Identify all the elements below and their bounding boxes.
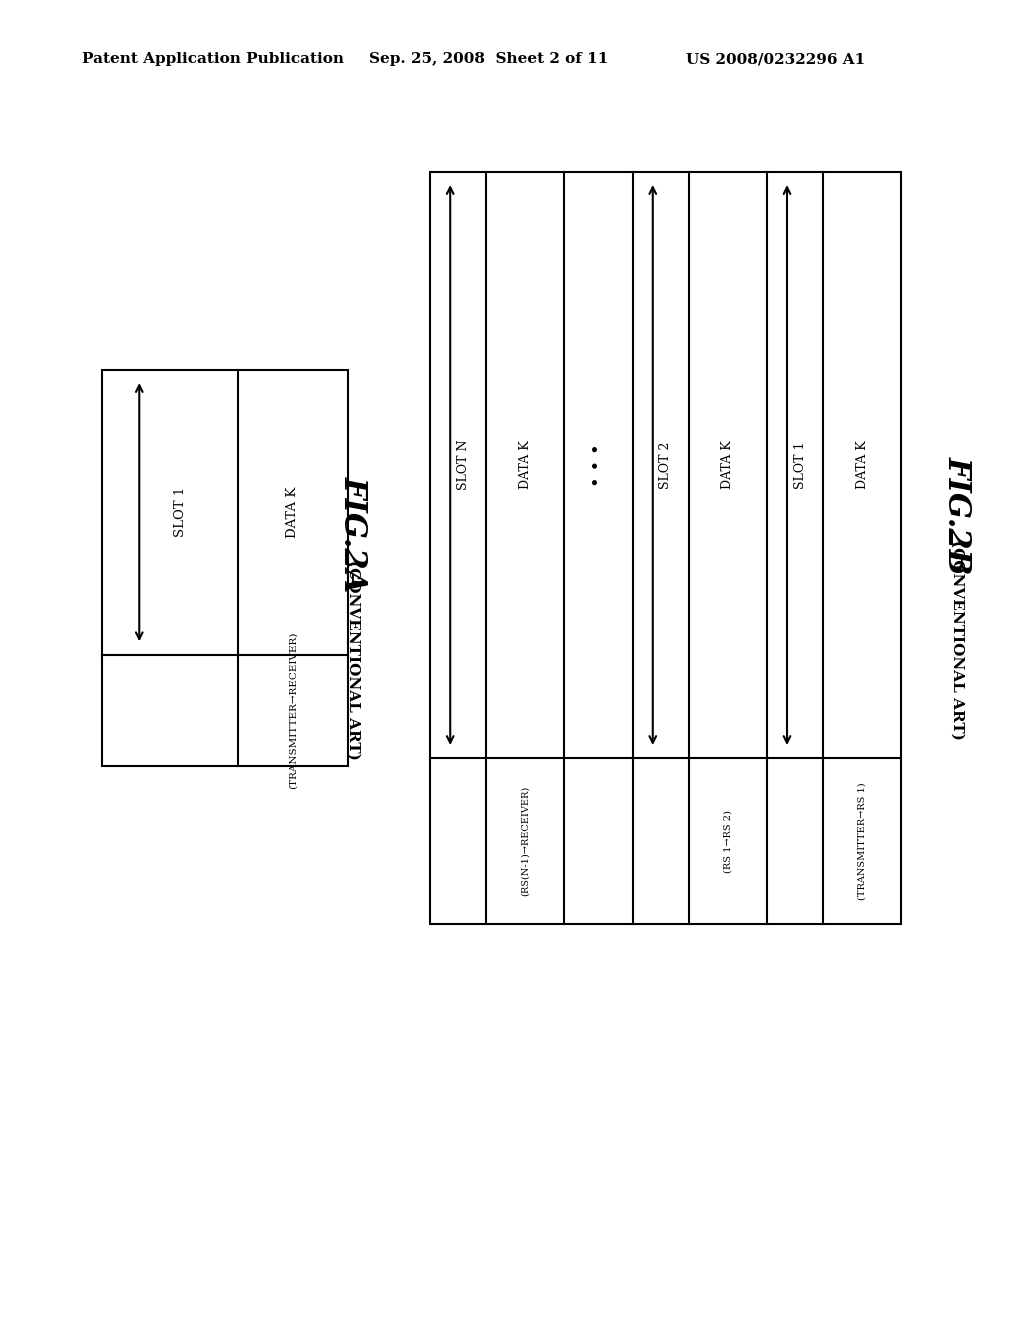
Text: Sep. 25, 2008  Sheet 2 of 11: Sep. 25, 2008 Sheet 2 of 11: [369, 53, 608, 66]
Text: • • •: • • •: [590, 444, 607, 487]
Text: US 2008/0232296 A1: US 2008/0232296 A1: [686, 53, 865, 66]
Text: (TRANSMITTER→RECEIVER): (TRANSMITTER→RECEIVER): [289, 631, 297, 789]
Text: DATA K: DATA K: [519, 441, 531, 490]
Text: FIG.2A: FIG.2A: [338, 477, 369, 593]
Text: DATA K: DATA K: [287, 487, 299, 537]
Text: SLOT N: SLOT N: [457, 440, 470, 490]
Text: FIG.2B: FIG.2B: [942, 455, 973, 574]
Text: DATA K: DATA K: [856, 441, 868, 490]
Text: SLOT 1: SLOT 1: [174, 487, 186, 537]
Bar: [430, 172, 901, 924]
Bar: [102, 370, 348, 766]
Text: (RS(N-1)→RECEIVER): (RS(N-1)→RECEIVER): [521, 787, 529, 896]
Text: SLOT 1: SLOT 1: [794, 441, 807, 488]
Text: Patent Application Publication: Patent Application Publication: [82, 53, 344, 66]
Text: DATA K: DATA K: [722, 441, 734, 490]
Text: (TRANSMITTER→RS 1): (TRANSMITTER→RS 1): [858, 783, 866, 900]
Text: (RS 1→RS 2): (RS 1→RS 2): [723, 809, 732, 873]
Text: SLOT 2: SLOT 2: [659, 441, 673, 488]
Text: (CONVENTIONAL ART): (CONVENTIONAL ART): [950, 540, 965, 741]
Text: (CONVENTIONAL ART): (CONVENTIONAL ART): [346, 560, 360, 760]
